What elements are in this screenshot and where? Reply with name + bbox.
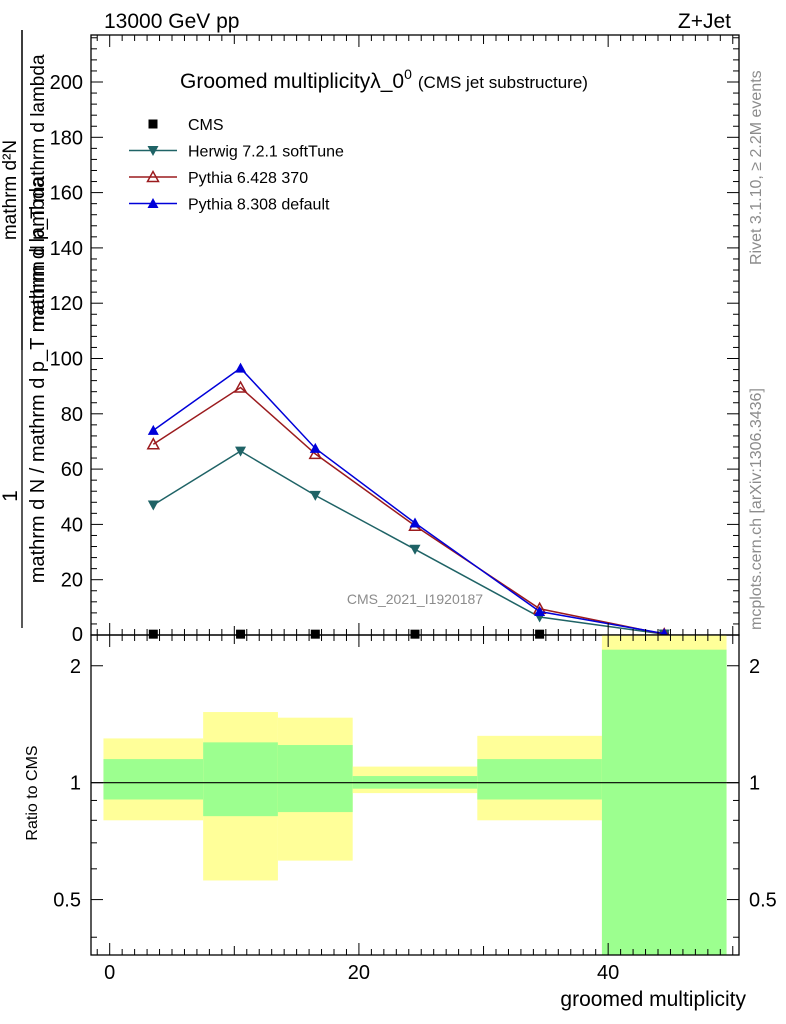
data-point bbox=[310, 629, 320, 639]
data-point bbox=[148, 119, 158, 129]
ratio-plot-bands bbox=[91, 635, 739, 955]
ratio-inner-band bbox=[477, 759, 602, 800]
data-point bbox=[309, 442, 321, 453]
plot-title: Groomed multiplicityλ_00 (CMS jet substru… bbox=[180, 66, 588, 93]
data-point bbox=[146, 169, 160, 183]
data-point bbox=[409, 517, 421, 528]
series-herwig-7-2-1-softtune bbox=[147, 446, 670, 640]
ratio-inner-band bbox=[203, 742, 278, 817]
ratio-inner-band bbox=[601, 649, 727, 955]
data-point bbox=[409, 544, 421, 555]
y-tick-label: 120 bbox=[50, 293, 83, 315]
y-tick-label: 20 bbox=[61, 570, 83, 592]
main-plot-axes: 20 40 60 80 100 120 140 160 180 200 0 bbox=[50, 34, 740, 646]
energy-label: 13000 GeV pp bbox=[104, 10, 239, 33]
data-point bbox=[410, 629, 420, 639]
title-lambda: λ_0 bbox=[370, 70, 404, 93]
y-tick-label: 160 bbox=[50, 183, 83, 205]
ratio-y-tick-label: 1 bbox=[70, 773, 81, 795]
data-point bbox=[535, 629, 545, 639]
analysis-watermark: CMS_2021_I1920187 bbox=[347, 591, 483, 607]
ratio-inner-band bbox=[103, 759, 204, 800]
process-label: Z+Jet bbox=[678, 10, 731, 33]
y-tick-label: 80 bbox=[61, 404, 83, 426]
ratio-plot-axes: 0 20 40 0.5 0.5 1 1 2 2 bbox=[53, 35, 777, 984]
legend: CMS Herwig 7.2.1 softTune Pythia 6.428 370… bbox=[129, 117, 344, 214]
data-point bbox=[235, 362, 247, 373]
data-point bbox=[236, 629, 246, 639]
x-tick-label: 20 bbox=[348, 962, 370, 984]
mcplots-label: mcplots.cern.ch [arXiv:1306.3436] bbox=[748, 388, 765, 630]
legend-label: CMS bbox=[188, 117, 224, 134]
legend-entry: CMS bbox=[148, 117, 224, 134]
x-axis-label: groomed multiplicity bbox=[560, 988, 746, 1011]
data-point bbox=[148, 629, 158, 639]
data-point bbox=[233, 380, 248, 393]
ratio-y-tick-label: 0.5 bbox=[53, 890, 81, 912]
data-point bbox=[235, 446, 247, 457]
ratio-inner-band bbox=[277, 745, 353, 813]
y-tick-label: 200 bbox=[50, 72, 83, 94]
y-label-inner-denominator: mathrm d p_T mathrm d lambda bbox=[28, 54, 49, 325]
y-tick-label: 40 bbox=[61, 514, 83, 536]
ratio-y-label: Ratio to CMS bbox=[24, 745, 41, 840]
legend-entry: Pythia 6.428 370 bbox=[129, 169, 308, 187]
data-point bbox=[147, 146, 159, 156]
data-point bbox=[534, 605, 546, 616]
data-point bbox=[147, 500, 159, 511]
data-point bbox=[147, 424, 159, 435]
y-tick-label: 100 bbox=[50, 349, 83, 371]
data-point bbox=[147, 198, 159, 208]
ratio-y-tick-label: 2 bbox=[70, 656, 81, 678]
data-point bbox=[309, 490, 321, 501]
y-tick-label: 140 bbox=[50, 238, 83, 260]
legend-label: Herwig 7.2.1 softTune bbox=[188, 144, 344, 161]
ratio-plot-frame bbox=[90, 634, 740, 956]
legend-label: Pythia 6.428 370 bbox=[188, 170, 308, 187]
title-superscript: 0 bbox=[404, 66, 412, 82]
x-tick-label: 40 bbox=[597, 962, 619, 984]
legend-label: Pythia 8.308 default bbox=[188, 197, 330, 214]
title-subtitle: (CMS jet substructure) bbox=[418, 73, 588, 92]
y-tick-label: 60 bbox=[61, 459, 83, 481]
y-tick-label: 180 bbox=[50, 127, 83, 149]
ratio-y-tick-label-right: 1 bbox=[749, 773, 760, 795]
data-point bbox=[146, 437, 161, 450]
y-tick-label: 0 bbox=[72, 624, 83, 646]
y-label-inner-numerator: mathrm d²N bbox=[0, 140, 21, 240]
rivet-label: Rivet 3.1.10, ≥ 2.2M events bbox=[748, 70, 765, 265]
series-line bbox=[152, 367, 665, 635]
y-label-denominator: mathrm d N / mathrm d p_T mathrm d lambd… bbox=[27, 176, 49, 583]
legend-entry: Herwig 7.2.1 softTune bbox=[129, 144, 344, 161]
series-line bbox=[152, 386, 665, 635]
ratio-y-tick-label-right: 2 bbox=[749, 656, 760, 678]
series-line bbox=[152, 450, 665, 635]
y-label-one: 1 bbox=[0, 490, 22, 502]
legend-entry: Pythia 8.308 default bbox=[129, 197, 330, 214]
data-point bbox=[308, 446, 323, 460]
x-tick-label: 0 bbox=[104, 962, 115, 984]
ratio-y-tick-label-right: 0.5 bbox=[749, 890, 777, 912]
